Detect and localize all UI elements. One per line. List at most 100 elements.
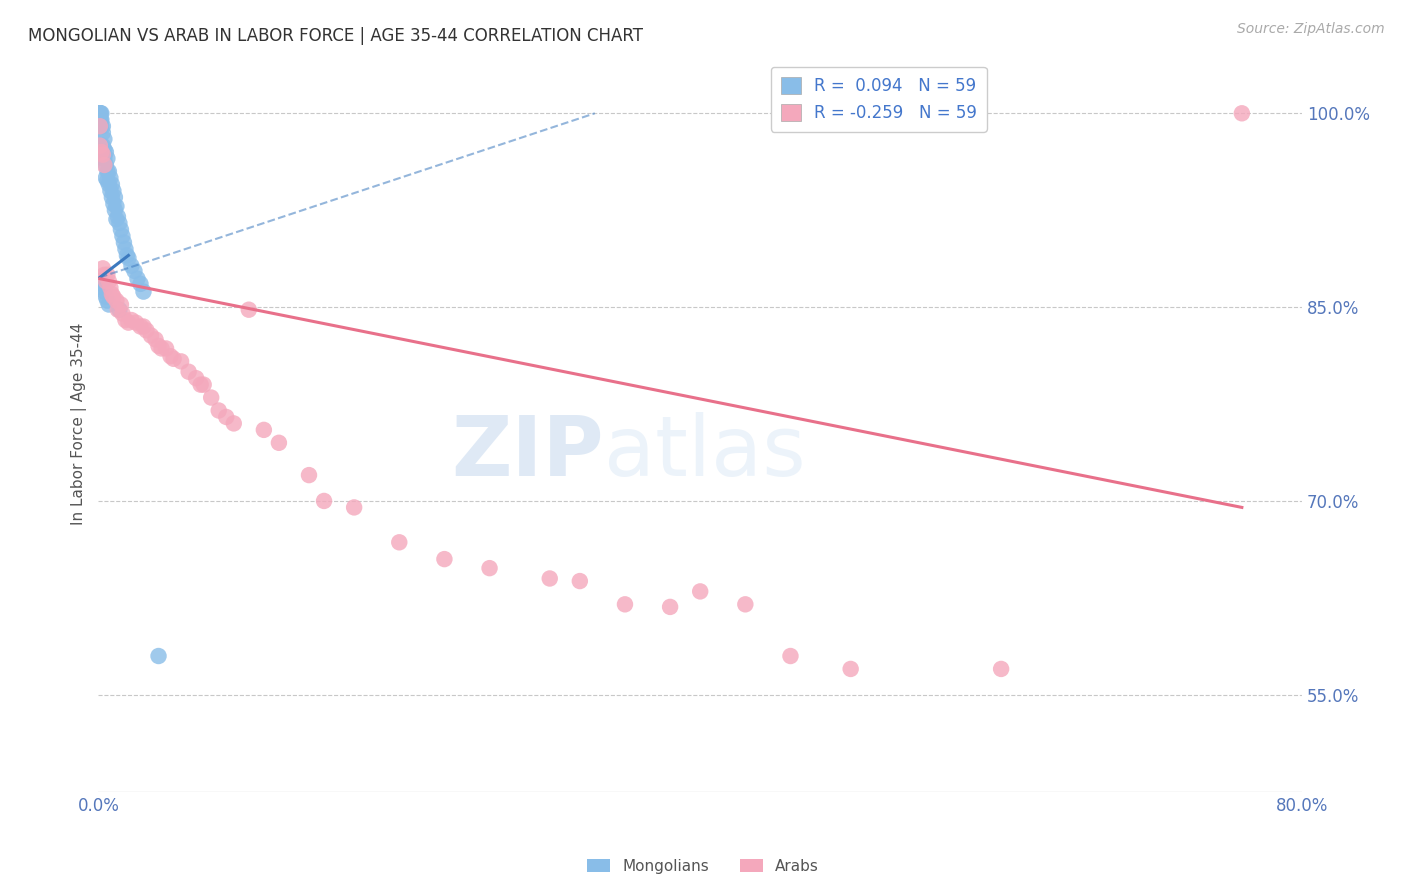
Point: [94, 145, 117, 159]
Legend: R =  0.094   N = 59, R = -0.259   N = 59: R = 0.094 N = 59, R = -0.259 N = 59: [770, 67, 987, 132]
Point: [89, 138, 111, 153]
Point: [107, 302, 129, 317]
Point: [162, 351, 184, 366]
Point: [90, 106, 112, 120]
Point: [114, 242, 136, 256]
Point: [614, 597, 637, 611]
Point: [90, 145, 112, 159]
Point: [94, 290, 117, 304]
Point: [111, 307, 134, 321]
Point: [779, 648, 801, 663]
Point: [91, 126, 114, 140]
Point: [96, 173, 118, 187]
Point: [89, 119, 111, 133]
Point: [312, 494, 335, 508]
Point: [91, 281, 114, 295]
Point: [91, 261, 114, 276]
Point: [105, 293, 128, 308]
Point: [96, 164, 118, 178]
Point: [186, 371, 208, 385]
Point: [433, 552, 456, 566]
Point: [111, 229, 134, 244]
Point: [89, 274, 111, 288]
Point: [93, 158, 115, 172]
Point: [90, 138, 112, 153]
Point: [90, 112, 112, 127]
Point: [132, 319, 155, 334]
Point: [117, 316, 139, 330]
Point: [568, 574, 591, 588]
Point: [193, 377, 215, 392]
Point: [91, 152, 114, 166]
Point: [100, 281, 122, 295]
Point: [89, 106, 111, 120]
Point: [155, 342, 177, 356]
Point: [388, 535, 411, 549]
Point: [87, 106, 110, 120]
Point: [94, 170, 117, 185]
Point: [103, 290, 125, 304]
Point: [103, 184, 125, 198]
Point: [90, 112, 112, 127]
Point: [89, 106, 111, 120]
Point: [97, 297, 120, 311]
Point: [150, 342, 173, 356]
Point: [107, 210, 129, 224]
Point: [93, 285, 115, 299]
Point: [148, 339, 170, 353]
Point: [108, 216, 131, 230]
Point: [238, 302, 260, 317]
Point: [89, 119, 111, 133]
Point: [990, 662, 1012, 676]
Point: [101, 190, 124, 204]
Point: [104, 203, 127, 218]
Point: [129, 277, 152, 291]
Point: [110, 297, 132, 311]
Point: [148, 648, 170, 663]
Point: [689, 584, 711, 599]
Point: [190, 377, 212, 392]
Point: [135, 323, 157, 337]
Text: atlas: atlas: [605, 412, 806, 493]
Point: [170, 354, 193, 368]
Point: [208, 403, 231, 417]
Point: [93, 143, 115, 157]
Point: [659, 599, 682, 614]
Point: [139, 328, 162, 343]
Point: [478, 561, 501, 575]
Point: [96, 268, 118, 282]
Point: [215, 409, 238, 424]
Point: [94, 274, 117, 288]
Point: [97, 274, 120, 288]
Point: [298, 468, 321, 483]
Point: [253, 423, 276, 437]
Point: [105, 199, 128, 213]
Point: [93, 152, 115, 166]
Point: [267, 435, 290, 450]
Point: [93, 132, 115, 146]
Point: [222, 417, 245, 431]
Point: [104, 190, 127, 204]
Point: [124, 264, 146, 278]
Point: [105, 212, 128, 227]
Point: [120, 259, 142, 273]
Point: [127, 271, 149, 285]
Text: MONGOLIAN VS ARAB IN LABOR FORCE | AGE 35-44 CORRELATION CHART: MONGOLIAN VS ARAB IN LABOR FORCE | AGE 3…: [28, 27, 643, 45]
Point: [120, 313, 142, 327]
Point: [96, 152, 118, 166]
Point: [94, 158, 117, 172]
Point: [538, 572, 561, 586]
Point: [90, 277, 112, 291]
Point: [97, 178, 120, 192]
Point: [101, 287, 124, 301]
Point: [108, 302, 131, 317]
Point: [839, 662, 862, 676]
Point: [343, 500, 366, 515]
Point: [200, 391, 222, 405]
Point: [177, 365, 200, 379]
Point: [145, 333, 167, 347]
Text: ZIP: ZIP: [451, 412, 605, 493]
Point: [114, 313, 136, 327]
Point: [125, 316, 148, 330]
Point: [93, 268, 115, 282]
